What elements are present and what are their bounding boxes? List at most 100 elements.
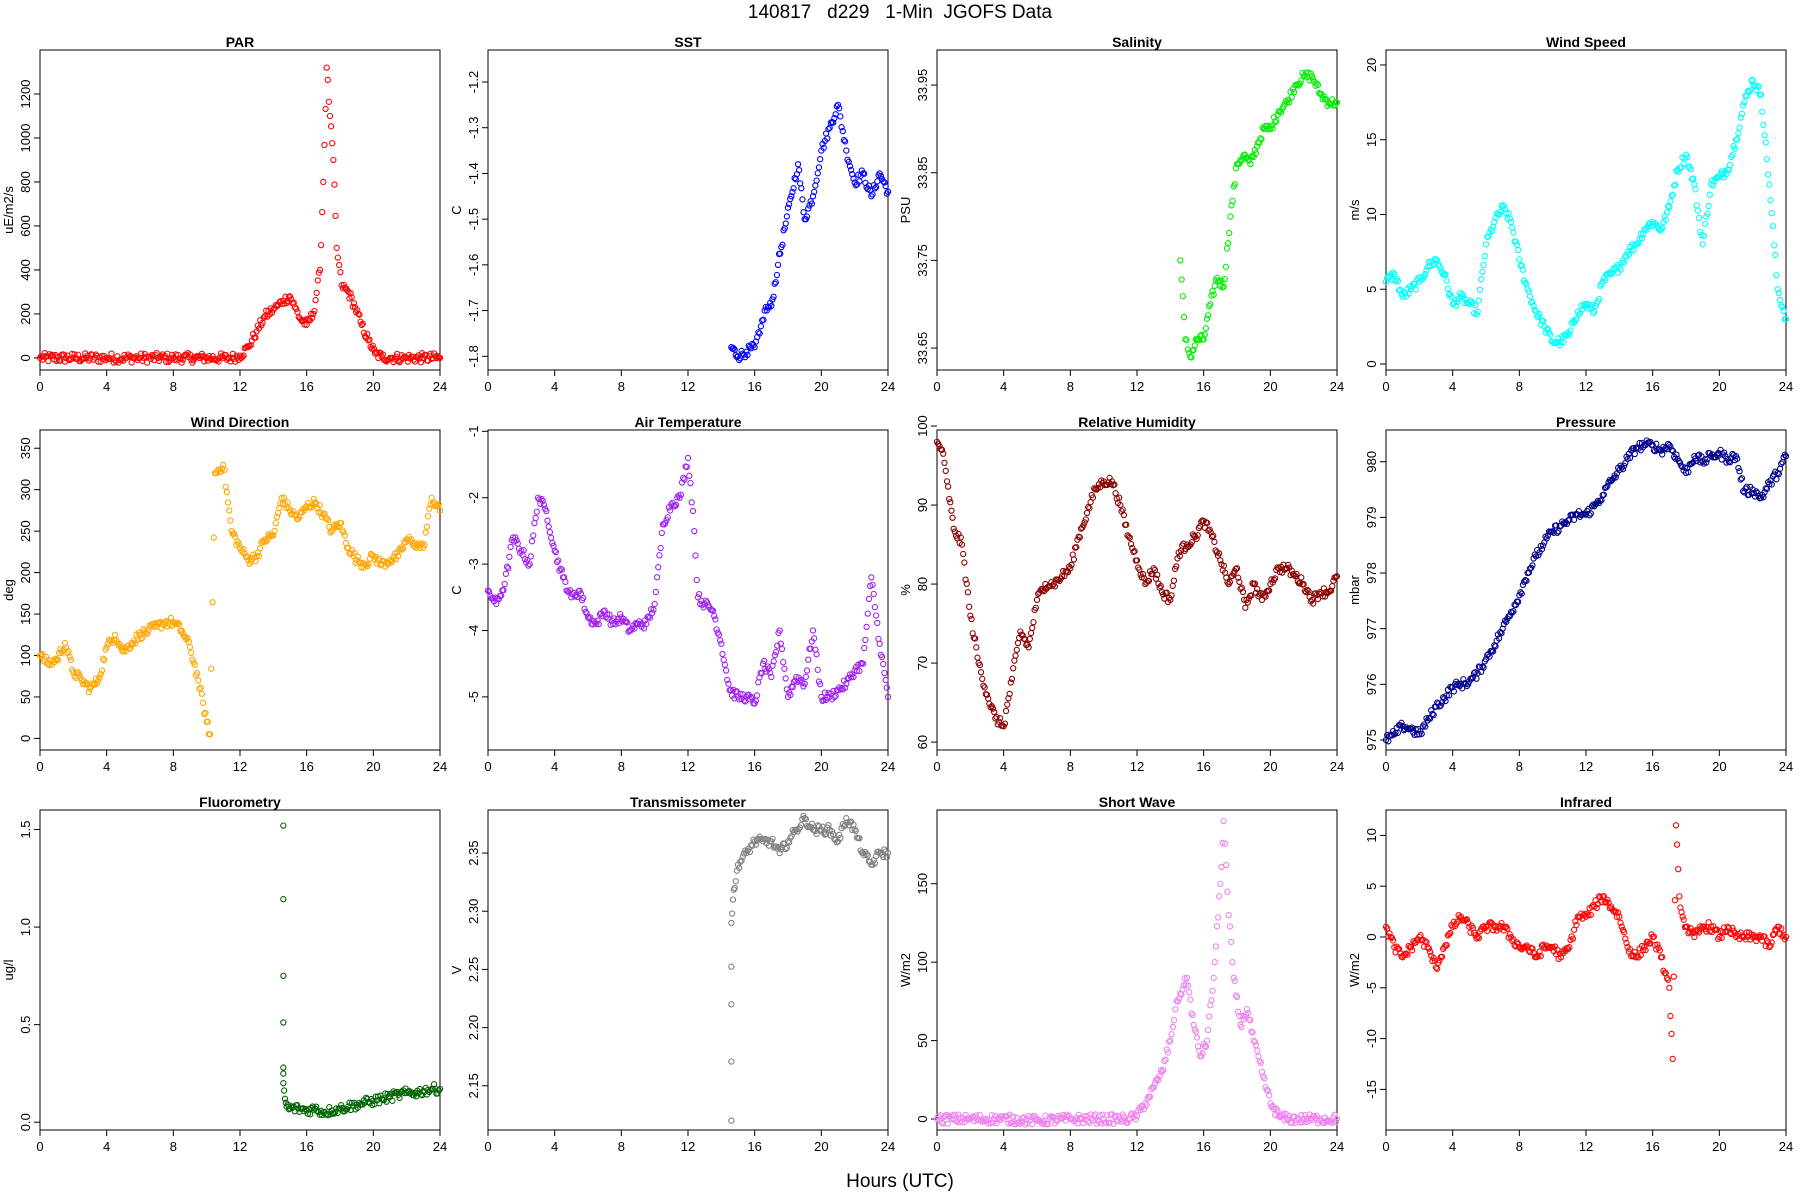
data-point <box>1248 153 1255 161</box>
data-point <box>844 819 851 826</box>
x-tick-label: 4 <box>551 1139 558 1154</box>
data-point <box>1523 942 1530 949</box>
data-point <box>1080 522 1087 529</box>
data-point <box>1448 293 1455 300</box>
data-point <box>552 548 560 556</box>
data-point <box>1692 186 1699 193</box>
data-point <box>1468 298 1475 306</box>
data-point <box>1232 992 1240 999</box>
data-point <box>389 557 396 564</box>
data-point <box>95 677 102 684</box>
x-tick-label: 24 <box>1779 379 1793 394</box>
x-tick-label: 12 <box>1579 1139 1593 1154</box>
y-tick-label: 100 <box>18 645 33 667</box>
data-point <box>1247 1016 1254 1024</box>
data-point <box>235 540 242 547</box>
data-point <box>389 1097 396 1104</box>
x-tick-label: 24 <box>433 759 447 774</box>
data-point <box>968 615 975 623</box>
data-point <box>1412 286 1419 293</box>
data-point <box>1450 688 1458 695</box>
data-point <box>280 1019 287 1026</box>
data-point <box>1589 310 1597 317</box>
data-point <box>666 507 674 514</box>
data-point <box>800 209 807 216</box>
data-point <box>689 507 697 515</box>
data-point <box>1258 136 1265 143</box>
data-point <box>1718 934 1725 942</box>
data-point <box>1012 652 1019 659</box>
data-point <box>562 578 569 586</box>
y-tick-label: 300 <box>18 479 33 501</box>
data-point <box>852 827 860 835</box>
data-point <box>1671 897 1679 904</box>
data-point <box>1033 596 1041 604</box>
x-tick-label: 20 <box>814 1139 828 1154</box>
data-point <box>874 619 881 627</box>
data-point <box>1743 483 1750 490</box>
y-tick-label: 200 <box>18 303 33 325</box>
data-point <box>1220 817 1227 825</box>
data-point <box>143 630 151 637</box>
data-point <box>831 694 838 701</box>
data-point <box>334 254 342 261</box>
data-point <box>776 849 783 857</box>
data-point <box>871 185 879 192</box>
data-point <box>843 147 850 154</box>
data-point <box>1445 692 1453 699</box>
data-point <box>1271 119 1279 126</box>
data-point <box>315 509 322 516</box>
chart-panel-salinity: Salinity 0 4 8 12 16 20 24 33.65 33.75 33.85 33.95 P… <box>898 34 1344 394</box>
data-point <box>1768 939 1775 946</box>
data-point <box>359 320 366 327</box>
data-point <box>847 166 855 174</box>
data-point <box>1226 923 1234 930</box>
data-point <box>571 593 579 600</box>
data-point <box>191 661 198 668</box>
data-point <box>547 534 555 541</box>
y-tick-label: 10 <box>1364 207 1379 221</box>
plot-frame <box>1385 809 1787 1131</box>
data-point <box>93 680 101 687</box>
data-point <box>1694 452 1702 459</box>
data-point <box>66 653 73 661</box>
data-point <box>1773 272 1780 279</box>
data-point <box>1239 588 1247 596</box>
data-point <box>853 667 861 675</box>
data-point <box>845 158 852 166</box>
data-point <box>1051 583 1059 590</box>
data-point <box>422 529 429 536</box>
data-point <box>201 710 208 718</box>
y-tick-label: 250 <box>18 520 33 542</box>
data-point <box>837 113 844 120</box>
data-point <box>1039 586 1047 594</box>
data-point <box>1616 913 1623 920</box>
data-point <box>421 541 428 549</box>
data-point <box>877 172 885 180</box>
data-point <box>160 354 167 361</box>
data-point <box>1666 203 1673 211</box>
data-point <box>1204 519 1211 527</box>
plot-frame <box>936 429 1338 751</box>
data-point <box>1614 909 1622 916</box>
data-point <box>1217 557 1224 564</box>
chart-title: Salinity <box>1112 34 1162 50</box>
data-point <box>871 603 879 611</box>
data-point <box>1429 957 1436 965</box>
data-point <box>546 529 554 536</box>
data-point <box>1497 208 1504 216</box>
x-tick-label: 16 <box>1645 379 1659 394</box>
data-point <box>1288 94 1295 101</box>
data-point <box>195 677 202 684</box>
y-tick-label: 1000 <box>18 124 33 153</box>
data-point <box>1329 96 1336 103</box>
data-point <box>736 864 743 871</box>
data-point <box>831 114 838 122</box>
plot-frame <box>1385 49 1787 371</box>
data-point <box>681 476 688 483</box>
data-point <box>294 308 301 316</box>
data-point <box>255 552 263 560</box>
data-point <box>1314 81 1322 89</box>
data-point <box>1005 695 1012 702</box>
chart-title: Wind Speed <box>1546 34 1626 50</box>
